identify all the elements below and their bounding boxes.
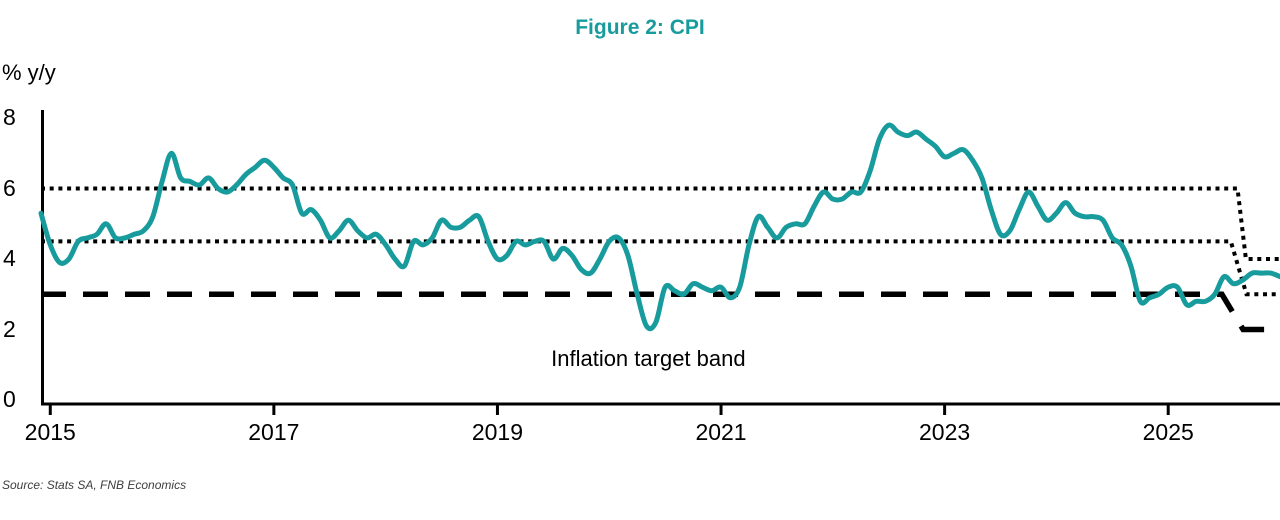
x-tick-label-2015: 2015: [24, 419, 76, 445]
x-tick-label-2023: 2023: [919, 419, 971, 445]
y-tick-label-2: 2: [3, 315, 16, 342]
chart-title: Figure 2: CPI: [575, 16, 705, 39]
y-tick-label-6: 6: [3, 174, 16, 201]
y-tick-label-0: 0: [3, 386, 16, 412]
source-note: Source: Stats SA, FNB Economics: [2, 478, 187, 492]
target-band-upper-line: [41, 186, 1280, 261]
x-tick-label-2025: 2025: [1142, 419, 1194, 445]
y-tick-label-4: 4: [3, 245, 16, 271]
inflation-target-band-label: Inflation target band: [551, 346, 746, 372]
y-tick-label-8: 8: [3, 104, 16, 130]
cpi-series-line: [38, 122, 1280, 332]
target-band-midpoint-line: [41, 239, 1280, 297]
x-tick-label-2021: 2021: [695, 419, 747, 445]
target-band-lower-line: [41, 291, 1280, 333]
y-axis-label: % y/y: [2, 60, 56, 85]
x-tick-label-2017: 2017: [248, 419, 300, 445]
x-tick-label-2019: 2019: [471, 419, 524, 445]
